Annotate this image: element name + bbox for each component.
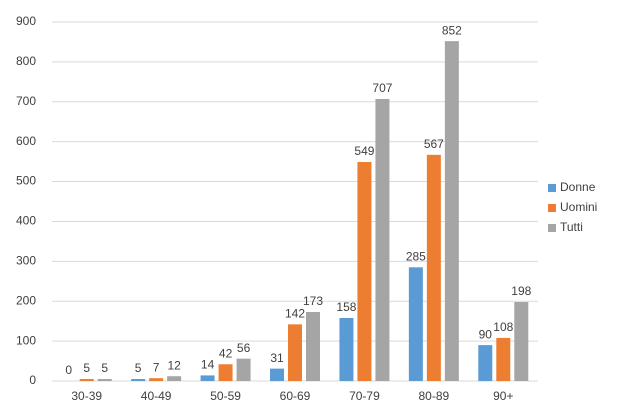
data-label: 14: [201, 358, 215, 372]
data-label: 852: [442, 23, 462, 37]
y-tick-label: 400: [16, 214, 36, 228]
legend-swatch: [548, 224, 556, 232]
bar: [408, 267, 423, 381]
bar: [339, 317, 354, 381]
data-label: 12: [167, 358, 181, 372]
bar: [496, 337, 511, 381]
data-label: 5: [135, 361, 142, 375]
x-tick-label: 30-39: [71, 389, 102, 403]
bar: [426, 154, 441, 381]
bar: [444, 41, 459, 381]
data-label: 42: [219, 346, 233, 360]
y-tick-label: 900: [16, 14, 36, 28]
x-tick-label: 90+: [493, 389, 513, 403]
y-tick-label: 300: [16, 254, 36, 268]
y-tick-label: 800: [16, 54, 36, 68]
data-label: 5: [83, 361, 90, 375]
x-tick-label: 70-79: [349, 389, 380, 403]
bar: [306, 311, 320, 381]
data-label: 0: [65, 363, 72, 377]
bar: [167, 376, 182, 381]
data-label: 567: [424, 137, 444, 151]
y-tick-label: 500: [16, 174, 36, 188]
bar: [149, 378, 164, 381]
bar: [236, 358, 251, 381]
bar: [218, 364, 233, 381]
data-label: 707: [372, 81, 392, 95]
bar: [200, 375, 215, 381]
bar: [514, 302, 529, 381]
data-label: 158: [336, 300, 356, 314]
x-tick-label: 60-69: [280, 389, 311, 403]
bar: [288, 324, 302, 381]
y-tick-label: 200: [16, 293, 36, 307]
data-label: 198: [511, 284, 531, 298]
x-tick-label: 50-59: [210, 389, 241, 403]
y-tick-label: 0: [29, 373, 36, 387]
legend-label: Tutti: [560, 220, 583, 234]
bar: [357, 162, 372, 381]
bar: [79, 379, 94, 381]
data-label: 142: [285, 307, 305, 321]
data-label: 31: [270, 351, 284, 365]
data-label: 7: [153, 360, 160, 374]
bar: [97, 379, 112, 381]
legend-swatch: [548, 204, 556, 212]
legend-label: Donne: [560, 180, 596, 194]
data-label: 549: [354, 144, 374, 158]
data-label: 173: [303, 294, 323, 308]
data-label: 90: [479, 327, 493, 341]
bar: [478, 345, 493, 381]
legend-label: Uomini: [560, 200, 597, 214]
x-tick-label: 40-49: [141, 389, 172, 403]
y-tick-label: 100: [16, 333, 36, 347]
y-tick-label: 700: [16, 94, 36, 108]
data-label: 56: [237, 341, 251, 355]
legend-swatch: [548, 184, 556, 192]
y-tick-label: 600: [16, 134, 36, 148]
data-label: 285: [406, 249, 426, 263]
data-label: 5: [101, 361, 108, 375]
bar: [375, 98, 390, 381]
x-tick-label: 80-89: [419, 389, 450, 403]
bar: [270, 368, 284, 381]
data-label: 108: [493, 320, 513, 334]
bar: [131, 379, 146, 381]
